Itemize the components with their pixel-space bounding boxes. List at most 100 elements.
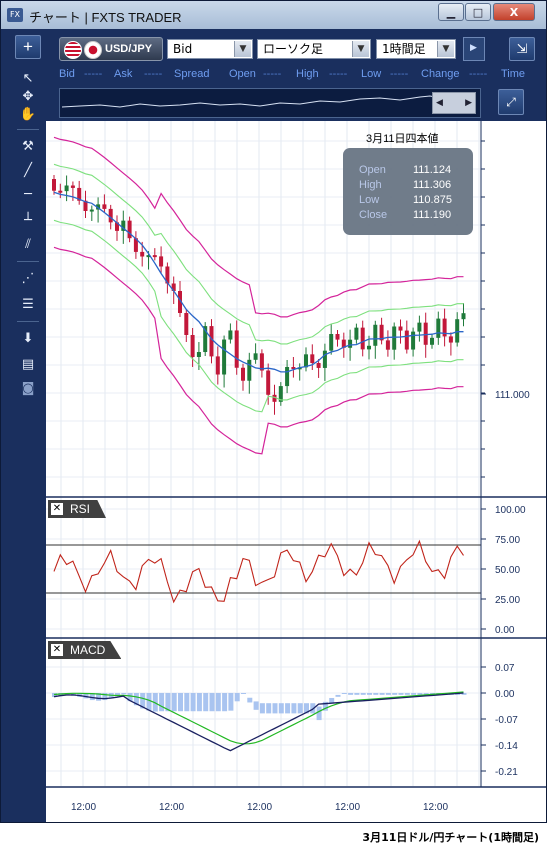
horizontal-line-tool[interactable]: ─ [18, 185, 38, 205]
fan-tool[interactable]: ⋰ [18, 269, 38, 289]
macd-histogram-bar [385, 693, 391, 695]
vertical-line-tool[interactable]: ┴ [18, 211, 38, 231]
macd-histogram-bar [253, 701, 259, 710]
symbol-button[interactable]: USD/JPY [59, 37, 163, 61]
bollinger-inner-upper-line [53, 163, 464, 345]
arrow-right-icon: ▶ [465, 97, 472, 107]
macd-histogram-bar [278, 703, 284, 714]
hand-tool[interactable]: ✋ [18, 105, 38, 125]
macd-histogram-bar [64, 693, 70, 696]
bollinger-upper-line [53, 136, 464, 318]
candle-body [140, 251, 145, 257]
symbol-label: USD/JPY [105, 43, 153, 55]
macd-histogram-bar [241, 693, 246, 694]
candle-body [266, 370, 271, 395]
toolbar-scroll-button[interactable]: ▶ [463, 37, 485, 61]
minimize-button[interactable]: ▁ [438, 3, 464, 21]
macd-histogram-bar [127, 693, 133, 702]
macd-histogram-bar [115, 693, 120, 697]
cursor-tool[interactable]: ↖ [18, 69, 38, 89]
rsi-axis-label: 25.00 [495, 595, 520, 606]
price-type-select[interactable]: Bid ▼ [167, 39, 253, 59]
candle-body [398, 326, 403, 331]
macd-histogram-bar [152, 693, 158, 712]
candle-body [115, 222, 119, 231]
chevron-down-icon: ▼ [352, 41, 369, 57]
time-axis-label: 12:00 [335, 802, 360, 813]
bollinger-inner-lower-line [53, 219, 464, 413]
macd-histogram-bar [316, 706, 322, 721]
candle-body [127, 220, 132, 239]
candle-body [423, 322, 428, 345]
macd-histogram-bar [178, 693, 183, 712]
rsi-line [53, 539, 464, 604]
low-value: ----- [390, 68, 409, 80]
high-label: High [296, 68, 319, 80]
macd-histogram-bar [398, 693, 404, 695]
low-label: Low [359, 194, 380, 206]
arrow-left-icon: ◀ [436, 97, 443, 107]
macd-histogram-bar [329, 697, 335, 703]
candle-body [373, 324, 378, 346]
divider [17, 321, 39, 322]
chart-type-select[interactable]: ローソク足 ▼ [257, 39, 371, 59]
chart-area[interactable]: 111.000 100.00 75.00 50.00 25.00 0.00 0.07 0.00… [46, 121, 546, 822]
close-icon[interactable]: ✕ [51, 503, 63, 515]
candle-body [392, 326, 397, 350]
candle-body [461, 313, 466, 320]
overview-navigator[interactable]: ◀ ▶ [59, 88, 481, 118]
macd-histogram-bar [354, 693, 360, 695]
close-button[interactable]: X [493, 3, 535, 21]
macd-histogram-bar [404, 693, 410, 695]
macd-histogram-bar [304, 703, 309, 714]
add-chart-button[interactable]: + [15, 35, 41, 59]
candle-body [448, 336, 453, 343]
chevron-down-icon: ▼ [437, 41, 454, 57]
collapse-button[interactable]: ⇲ [509, 37, 535, 61]
macd-histogram-bar [203, 693, 209, 712]
hand-icon: ✋ [19, 107, 37, 122]
macd-histogram-bar [228, 693, 234, 711]
macd-histogram-bar [146, 693, 152, 711]
expand-button[interactable]: ⤢ [498, 89, 524, 115]
ohlc-panel: Open 111.124 High 111.306 Low 110.875 Close… [343, 148, 473, 235]
macd-histogram-bar [171, 693, 177, 712]
download-tool[interactable]: ⬇ [18, 329, 38, 349]
candle-body [209, 326, 214, 357]
price-type-value: Bid [173, 42, 193, 56]
figure-caption: 3月11日ドル/円チャート(1時間足) [362, 831, 539, 844]
candle-body [184, 313, 189, 335]
maximize-button[interactable]: □ [465, 3, 491, 21]
hammer-tool[interactable]: ⚒ [18, 137, 38, 157]
navigator-window[interactable]: ◀ ▶ [432, 92, 476, 114]
candle-body [165, 266, 170, 284]
list-tool[interactable]: ▤ [18, 355, 38, 375]
title-bar: FX チャート | FXTS TRADER ▁ □ X [1, 1, 546, 29]
macd-histogram-bar [392, 693, 398, 695]
close-icon[interactable]: ✕ [51, 644, 63, 656]
candle-body [133, 238, 138, 252]
open-label: Open [359, 164, 386, 176]
macd-histogram-bar [373, 693, 379, 695]
fibonacci-tool[interactable]: ☰ [18, 295, 38, 315]
macd-histogram-bar [322, 701, 328, 711]
candle-body [215, 356, 220, 375]
crosshair-tool[interactable]: ✥ [18, 87, 38, 107]
time-axis-label: 12:00 [71, 802, 96, 813]
candle-body [241, 367, 245, 381]
macd-axis-label: -0.21 [495, 767, 518, 778]
camera-tool[interactable]: ◙ [18, 379, 38, 399]
chevron-down-icon: ▼ [234, 41, 251, 57]
candle-body [178, 291, 182, 313]
divider [17, 261, 39, 262]
expand-icon: ⤢ [506, 95, 516, 109]
channel-tool[interactable]: ⫽ [18, 235, 38, 255]
rsi-axis-label: 75.00 [495, 535, 520, 546]
timeframe-select[interactable]: 1時間足 ▼ [376, 39, 456, 59]
rsi-label: RSI [70, 502, 91, 516]
macd-histogram-bar [140, 693, 146, 709]
macd-histogram-bar [121, 693, 127, 695]
high-value: ----- [329, 68, 348, 80]
trendline-tool[interactable]: ╱ [18, 161, 38, 181]
crosshair-icon: ✥ [22, 89, 34, 104]
